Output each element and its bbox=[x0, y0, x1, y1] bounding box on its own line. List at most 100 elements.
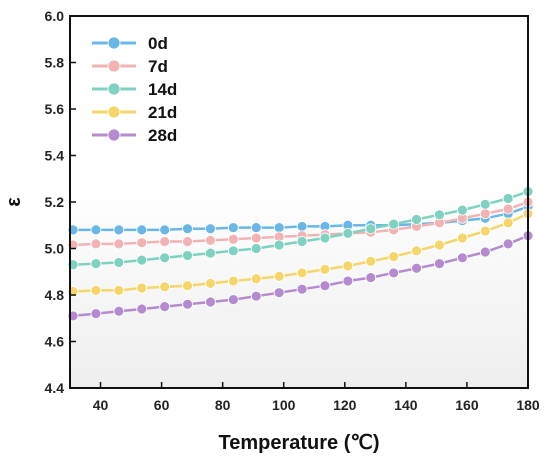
data-point-14d bbox=[205, 247, 216, 259]
y-tick-label: 5.6 bbox=[45, 101, 65, 117]
y-tick-label: 5.4 bbox=[45, 148, 65, 164]
y-tick-label: 4.6 bbox=[45, 334, 65, 350]
y-axis-title: ε bbox=[3, 197, 25, 207]
data-point-21d bbox=[388, 251, 400, 263]
data-point-7d bbox=[502, 203, 514, 215]
data-point-21d bbox=[456, 232, 468, 244]
data-point-7d bbox=[90, 238, 102, 250]
data-point-28d bbox=[159, 301, 171, 313]
data-point-21d bbox=[273, 270, 285, 282]
data-point-7d bbox=[113, 238, 125, 250]
data-point-14d bbox=[388, 218, 400, 230]
data-point-14d bbox=[502, 193, 514, 204]
data-point-28d bbox=[273, 287, 285, 299]
data-point-14d bbox=[182, 250, 193, 261]
data-point-14d bbox=[250, 243, 262, 254]
data-point-28d bbox=[205, 296, 216, 308]
legend-label-7d: 7d bbox=[148, 57, 168, 76]
data-point-21d bbox=[90, 284, 102, 296]
data-point-7d bbox=[159, 236, 171, 247]
data-point-28d bbox=[250, 290, 262, 302]
data-point-7d bbox=[479, 208, 491, 220]
data-point-0d bbox=[296, 221, 308, 232]
data-point-21d bbox=[182, 280, 193, 292]
x-axis-ticks: 40 60 80 100 120 140 160 180 bbox=[93, 382, 540, 413]
y-tick-label: 4.8 bbox=[45, 287, 65, 303]
data-point-0d bbox=[90, 224, 102, 236]
data-point-14d bbox=[365, 223, 377, 235]
data-point-7d bbox=[136, 237, 148, 249]
x-tick-label: 100 bbox=[272, 397, 296, 413]
data-point-0d bbox=[113, 224, 125, 236]
legend-label-0d: 0d bbox=[148, 34, 168, 53]
data-point-28d bbox=[182, 298, 193, 310]
y-tick-label: 5.0 bbox=[45, 241, 65, 257]
data-point-21d bbox=[434, 239, 445, 251]
data-point-28d bbox=[227, 294, 239, 306]
data-point-14d bbox=[136, 254, 148, 266]
data-point-14d bbox=[342, 227, 354, 239]
legend: 0d 7d 14d 21d 28d bbox=[92, 34, 177, 145]
x-tick-label: 180 bbox=[516, 397, 540, 413]
x-tick-label: 140 bbox=[394, 397, 418, 413]
x-tick-label: 40 bbox=[93, 397, 109, 413]
data-point-21d bbox=[411, 245, 422, 257]
data-point-14d bbox=[479, 198, 491, 210]
data-point-28d bbox=[113, 305, 125, 317]
data-point-0d bbox=[205, 223, 216, 235]
data-point-28d bbox=[388, 267, 400, 279]
data-point-14d bbox=[411, 214, 422, 225]
legend-marker-28d bbox=[107, 128, 121, 142]
legend-marker-7d bbox=[107, 59, 121, 73]
legend-label-28d: 28d bbox=[148, 126, 177, 145]
data-point-21d bbox=[136, 282, 148, 294]
data-point-7d bbox=[182, 236, 193, 247]
data-point-21d bbox=[159, 281, 171, 293]
data-point-14d bbox=[113, 257, 125, 268]
data-point-28d bbox=[136, 303, 148, 315]
data-point-0d bbox=[136, 224, 148, 236]
legend-label-14d: 14d bbox=[148, 80, 177, 99]
y-tick-label: 4.4 bbox=[45, 380, 65, 396]
x-tick-label: 120 bbox=[333, 397, 357, 413]
data-point-28d bbox=[479, 246, 491, 258]
legend-label-21d: 21d bbox=[148, 103, 177, 122]
data-point-14d bbox=[296, 236, 308, 247]
y-tick-label: 6.0 bbox=[45, 8, 65, 24]
data-point-28d bbox=[502, 238, 514, 250]
data-point-14d bbox=[456, 204, 468, 216]
y-tick-label: 5.8 bbox=[45, 55, 65, 71]
data-point-28d bbox=[365, 272, 377, 283]
data-point-7d bbox=[205, 234, 216, 246]
data-point-21d bbox=[113, 284, 125, 296]
plot-background bbox=[70, 16, 528, 388]
data-point-28d bbox=[296, 283, 308, 295]
data-point-0d bbox=[227, 222, 239, 233]
x-tick-label: 60 bbox=[154, 397, 170, 413]
data-point-28d bbox=[434, 258, 445, 270]
data-point-21d bbox=[479, 225, 491, 237]
data-point-28d bbox=[411, 262, 422, 274]
data-point-14d bbox=[90, 258, 102, 270]
data-point-28d bbox=[90, 308, 102, 320]
data-point-21d bbox=[502, 217, 514, 229]
data-point-21d bbox=[342, 260, 354, 272]
legend-marker-21d bbox=[107, 105, 121, 119]
data-point-7d bbox=[250, 232, 262, 244]
data-point-0d bbox=[273, 222, 285, 233]
y-axis-ticks: 4.4 4.6 4.8 5.0 5.2 5.4 5.6 5.8 6.0 bbox=[45, 8, 76, 396]
data-point-0d bbox=[182, 223, 193, 235]
legend-marker-14d bbox=[107, 82, 121, 96]
data-point-28d bbox=[319, 280, 331, 292]
data-point-14d bbox=[434, 209, 445, 221]
data-point-14d bbox=[159, 252, 171, 264]
x-tick-label: 80 bbox=[215, 397, 231, 413]
data-point-21d bbox=[205, 277, 216, 289]
data-point-21d bbox=[319, 264, 331, 275]
data-point-0d bbox=[159, 224, 171, 236]
data-point-7d bbox=[227, 233, 239, 245]
data-point-28d bbox=[342, 275, 354, 287]
data-point-0d bbox=[250, 222, 262, 233]
data-point-14d bbox=[319, 232, 331, 244]
data-point-21d bbox=[227, 275, 239, 287]
